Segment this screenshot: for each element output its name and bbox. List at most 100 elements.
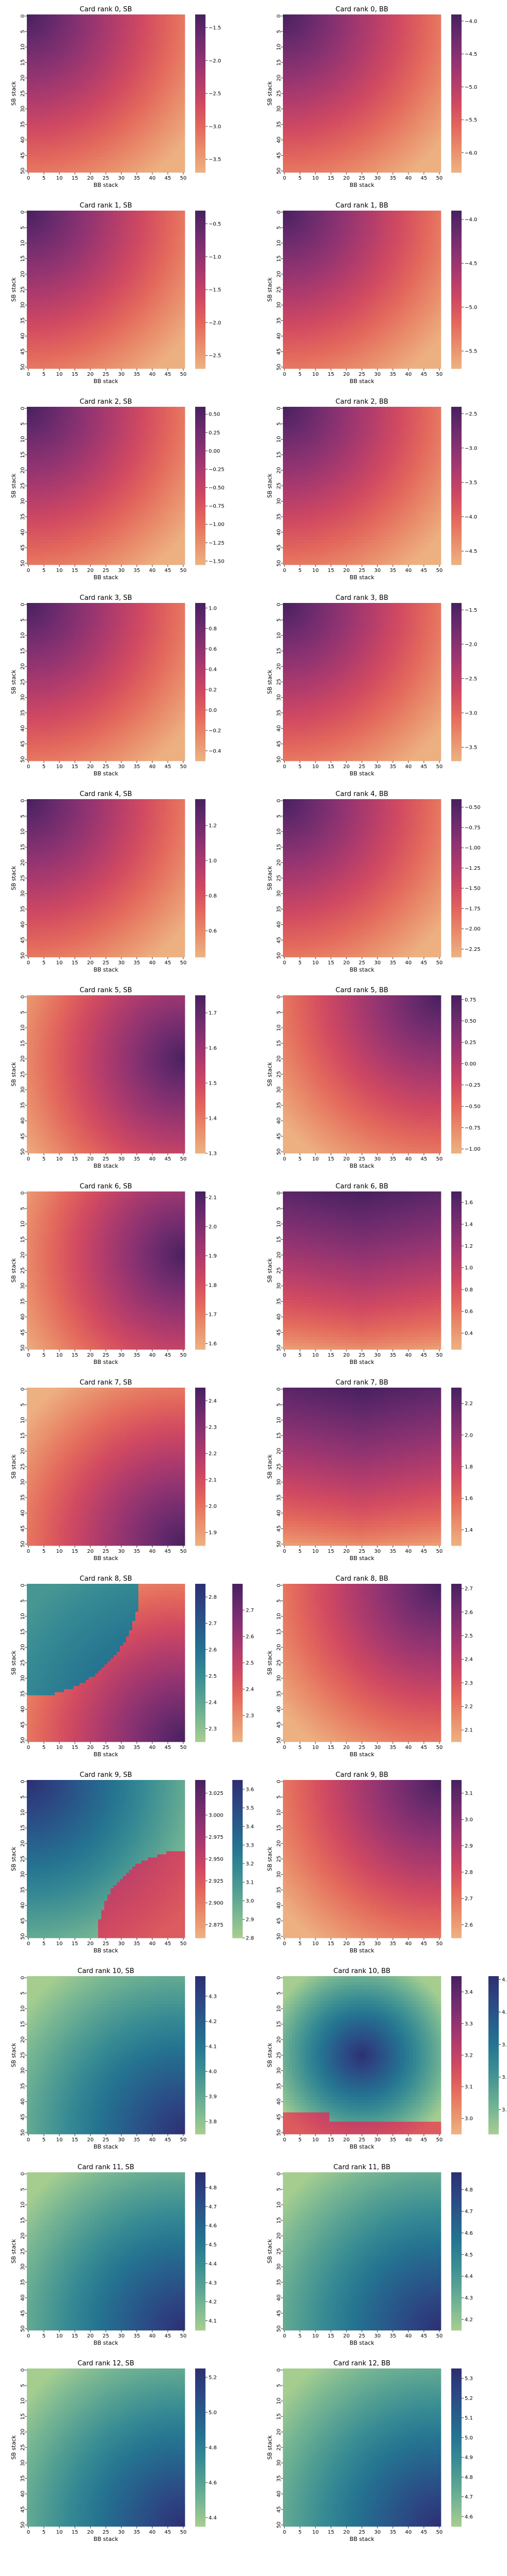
heatmap-cell — [172, 61, 176, 64]
heatmap-cell — [58, 52, 61, 55]
heatmap-cell — [126, 92, 129, 95]
heatmap-cell — [52, 58, 55, 61]
heatmap-cell — [73, 52, 76, 55]
heatmap-cell — [114, 39, 117, 42]
heatmap-cell — [52, 89, 55, 92]
heatmap-cell — [163, 33, 166, 36]
heatmap-cell — [132, 58, 135, 61]
heatmap-cell — [61, 52, 64, 55]
heatmap-cell — [176, 39, 179, 42]
heatmap-cell — [49, 79, 52, 83]
heatmap-cell — [135, 135, 138, 138]
heatmap-cell — [323, 21, 326, 24]
heatmap-cell — [33, 67, 36, 70]
heatmap-cell — [179, 58, 182, 61]
heatmap-cell — [36, 129, 39, 132]
heatmap-cell — [61, 154, 64, 157]
heatmap-cell — [67, 141, 70, 145]
heatmap-cell — [67, 58, 70, 61]
heatmap-cell — [172, 45, 176, 49]
heatmap-cell — [104, 18, 107, 21]
heatmap-cell — [42, 110, 45, 114]
heatmap-cell — [67, 169, 70, 172]
heatmap-cell — [80, 52, 83, 55]
heatmap-cell — [95, 114, 98, 117]
heatmap-cell — [49, 61, 52, 64]
heatmap-cell — [76, 70, 80, 73]
heatmap-cell — [166, 160, 169, 163]
heatmap-cell — [141, 110, 145, 114]
heatmap-cell — [370, 14, 373, 18]
heatmap-cell — [138, 49, 141, 52]
heatmap-cell — [123, 166, 126, 169]
heatmap-cell — [45, 18, 49, 21]
heatmap-cell — [107, 157, 110, 160]
heatmap-cell — [67, 79, 70, 83]
heatmap-cell — [92, 45, 95, 49]
heatmap-cell — [117, 86, 120, 89]
heatmap-cell — [283, 24, 286, 27]
heatmap-cell — [27, 145, 30, 148]
heatmap-cell — [332, 18, 336, 21]
heatmap-cell — [67, 148, 70, 151]
heatmap-cell — [80, 49, 83, 52]
heatmap-cell — [39, 86, 42, 89]
heatmap-cell — [110, 163, 114, 166]
heatmap-cell — [135, 101, 138, 104]
heatmap-cell — [138, 21, 141, 24]
heatmap-cell — [83, 151, 86, 154]
heatmap-cell — [58, 14, 61, 18]
heatmap-cell — [36, 33, 39, 36]
heatmap-cell — [39, 110, 42, 114]
heatmap-cell — [27, 135, 30, 138]
heatmap-cell — [107, 76, 110, 79]
heatmap-cell — [58, 64, 61, 67]
heatmap-cell — [163, 73, 166, 76]
heatmap-cell — [30, 101, 33, 104]
heatmap-cell — [67, 129, 70, 132]
heatmap-cell — [120, 138, 123, 141]
heatmap-cell — [36, 83, 39, 86]
heatmap-cell — [45, 104, 49, 107]
heatmap-cell — [120, 114, 123, 117]
heatmap-cell — [45, 21, 49, 24]
heatmap-cell — [166, 151, 169, 154]
colorbar-segment — [195, 46, 205, 49]
heatmap-cell — [117, 18, 120, 21]
heatmap-cell — [61, 86, 64, 89]
heatmap-cell — [123, 107, 126, 110]
heatmap-cell — [176, 79, 179, 83]
heatmap-cell — [58, 33, 61, 36]
heatmap-cell — [107, 129, 110, 132]
heatmap-cell — [39, 151, 42, 154]
heatmap-cell — [92, 110, 95, 114]
heatmap-cell — [107, 160, 110, 163]
heatmap-cell — [39, 169, 42, 172]
heatmap-cell — [413, 21, 416, 24]
heatmap-cell — [76, 61, 80, 64]
heatmap-cell — [58, 70, 61, 73]
heatmap-cell — [73, 58, 76, 61]
heatmap-cell — [86, 24, 89, 27]
heatmap-cell — [45, 135, 49, 138]
heatmap-cell — [151, 107, 154, 110]
heatmap-cell — [80, 117, 83, 120]
heatmap-cell — [70, 55, 73, 58]
heatmap-cell — [64, 154, 67, 157]
heatmap-cell — [61, 14, 64, 18]
heatmap-cell — [422, 21, 425, 24]
heatmap-cell — [73, 61, 76, 64]
heatmap-cell — [61, 61, 64, 64]
heatmap-cell — [27, 132, 30, 135]
heatmap-cell — [154, 45, 157, 49]
heatmap-cell — [83, 154, 86, 157]
heatmap-cell — [182, 64, 185, 67]
heatmap-cell — [126, 110, 129, 114]
heatmap-cell — [92, 70, 95, 73]
heatmap-cell — [151, 92, 154, 95]
heatmap-cell — [110, 73, 114, 76]
heatmap-cell — [176, 33, 179, 36]
heatmap-cell — [179, 129, 182, 132]
heatmap-cell — [148, 135, 151, 138]
heatmap-cell — [76, 30, 80, 33]
